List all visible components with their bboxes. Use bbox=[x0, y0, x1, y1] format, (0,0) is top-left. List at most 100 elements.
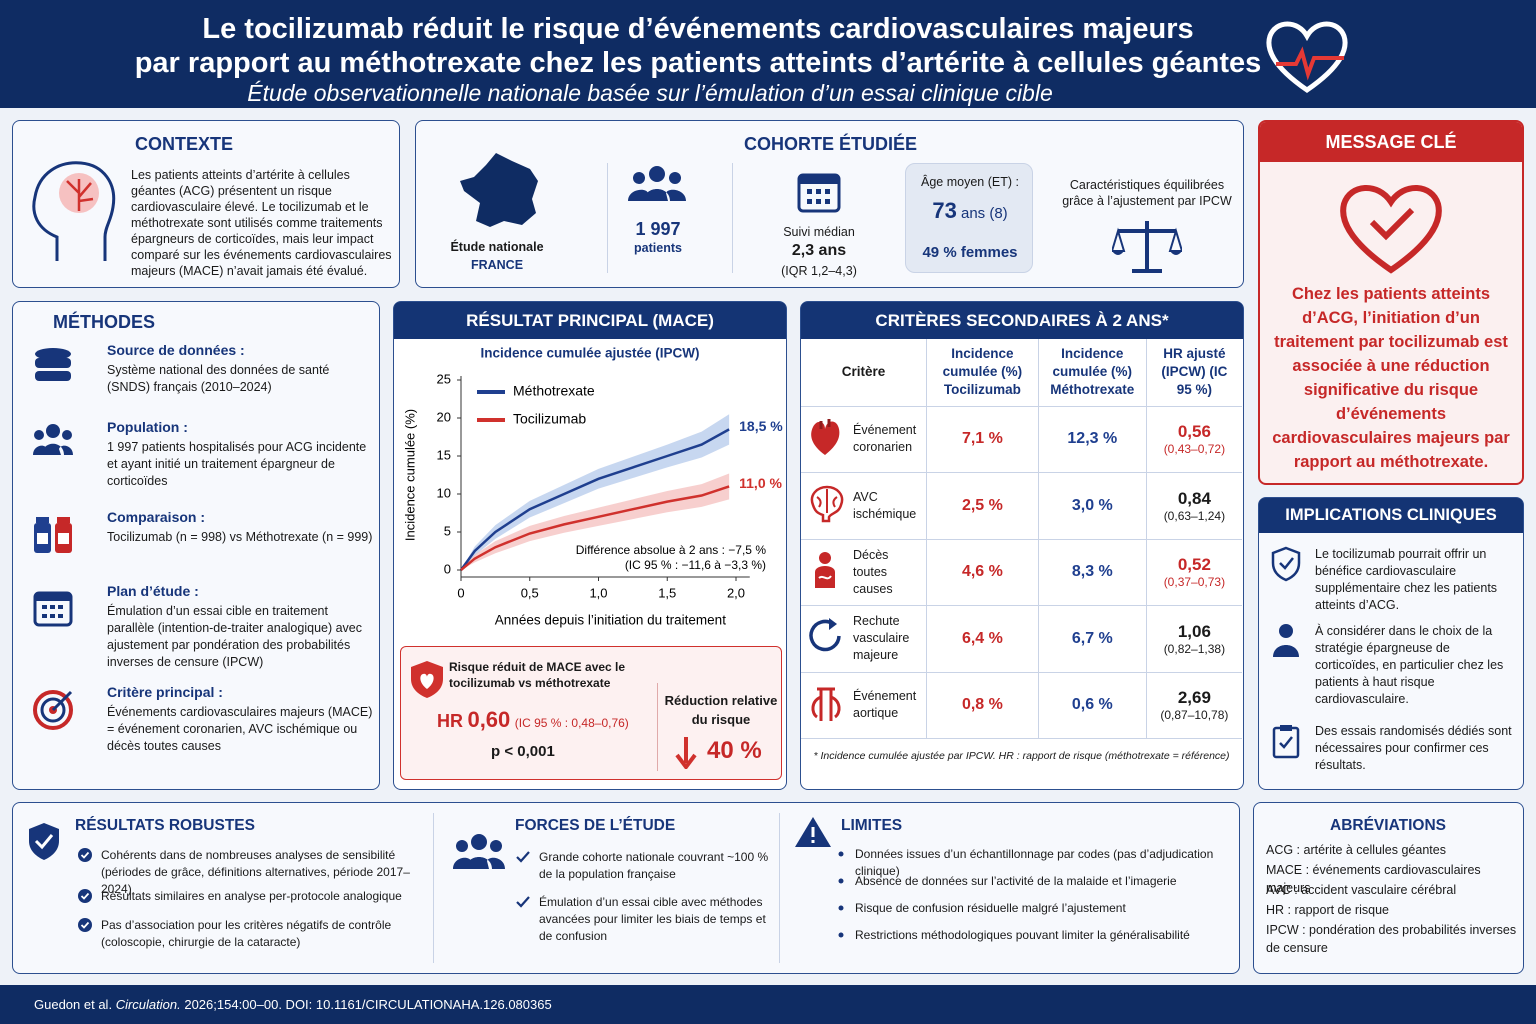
table-row: Décès toutes causes 4,6 % 8,3 % 0,52 (0,37–0… bbox=[801, 539, 1242, 606]
panel-title: IMPLICATIONS CLINIQUES bbox=[1259, 498, 1523, 533]
age-label: Âge moyen (ET) : bbox=[921, 175, 1019, 189]
abbreviation: IPCW : pondération des probabilités inve… bbox=[1266, 923, 1517, 955]
age-box: Âge moyen (ET) : 73 ans (8) 49 % femmes bbox=[905, 163, 1033, 273]
method-label: Plan d’étude : bbox=[107, 583, 199, 599]
criterion-cell: AVC ischémique bbox=[801, 472, 927, 540]
criterion-name: AVC ischémique bbox=[853, 489, 917, 521]
criterion: Événement coronarien bbox=[807, 417, 925, 462]
criterion-name: Événement coronarien bbox=[853, 423, 917, 455]
age-line: 73 ans (8) bbox=[906, 198, 1034, 224]
followup-value: 2,3 ans bbox=[791, 242, 847, 259]
method-icon bbox=[33, 513, 77, 562]
calendar-icon bbox=[797, 173, 841, 213]
hr-box: Risque réduit de MACE avec le tocilizuma… bbox=[400, 646, 782, 780]
panel-title: CRITÈRES SECONDAIRES À 2 ANS* bbox=[801, 302, 1243, 339]
hr-cell: 1,06 (0,82–1,38) bbox=[1146, 605, 1242, 673]
annotation: Différence absolue à 2 ans : −7,5 % bbox=[576, 543, 767, 557]
bullet bbox=[831, 900, 847, 916]
criterion-cell: Rechute vasculaire majeure bbox=[801, 605, 927, 673]
list-item: Données issues d’un échantillonnage par … bbox=[855, 847, 1214, 878]
balance-text: Caractéristiques équilibrées grâce à l’a… bbox=[1062, 178, 1232, 208]
rrr-value: 40 % bbox=[707, 737, 762, 764]
icon bbox=[35, 348, 71, 381]
abbreviation: ACG : artérite à cellules géantes bbox=[1266, 843, 1446, 857]
check-bullet bbox=[78, 889, 92, 903]
icon bbox=[34, 517, 72, 553]
p-value: p < 0,001 bbox=[491, 743, 555, 760]
mtx-value: 3,0 % bbox=[1038, 472, 1147, 540]
check-bullet bbox=[516, 851, 530, 863]
methods-panel: MÉTHODES Source de données : Système nati… bbox=[12, 301, 380, 790]
y-tick-label: 0 bbox=[444, 561, 451, 576]
method-text: Émulation d’un essai cible en traitement… bbox=[107, 604, 363, 669]
women: 49 % femmes bbox=[922, 244, 1018, 261]
criterion-cell: Décès toutes causes bbox=[801, 539, 927, 606]
column-header: HR ajusté (IPCW) (IC 95 %) bbox=[1146, 339, 1242, 407]
bullet bbox=[77, 847, 93, 863]
followup-iqr: (IQR 1,2–4,3) bbox=[781, 264, 857, 278]
dot-bullet bbox=[838, 905, 844, 911]
criterion: Rechute vasculaire majeure bbox=[807, 613, 925, 664]
y-axis-label: Incidence cumulée (%) bbox=[402, 409, 417, 541]
chart: Incidence cumulée ajustée (IPCW) 0 5 10 15 2… bbox=[402, 346, 783, 628]
panel-title: MÉTHODES bbox=[53, 312, 156, 332]
bullet bbox=[515, 894, 531, 910]
y-tick-label: 25 bbox=[437, 371, 451, 386]
implications-panel: IMPLICATIONS CLINIQUES Le tocilizumab po… bbox=[1258, 497, 1524, 790]
hr-cell: 0,84 (0,63–1,24) bbox=[1146, 472, 1242, 540]
x-tick-label: 2,0 bbox=[727, 585, 745, 600]
hr-label: HR bbox=[437, 711, 463, 731]
method-icon bbox=[33, 688, 77, 737]
method-label: Population : bbox=[107, 419, 188, 435]
list-item: Restrictions méthodologiques pouvant lim… bbox=[855, 928, 1190, 942]
scale-icon bbox=[1112, 221, 1182, 273]
section-title: FORCES DE L’ÉTUDE bbox=[515, 817, 676, 834]
key-message-text: Chez les patients atteints d’ACG, l’init… bbox=[1272, 285, 1510, 471]
footnote: * Incidence cumulée ajustée par IPCW. HR… bbox=[813, 750, 1230, 762]
reference: 2026;154:00–00. DOI: 10.1161/CIRCULATION… bbox=[184, 997, 552, 1012]
criterion-icon bbox=[807, 683, 845, 728]
icon bbox=[811, 687, 841, 721]
method-text: Événements cardiovasculaires majeurs (MA… bbox=[107, 705, 373, 753]
study-label: Étude nationale bbox=[450, 240, 544, 254]
implication-icon bbox=[1271, 623, 1303, 664]
icon bbox=[815, 551, 835, 588]
legend-label: Méthotrexate bbox=[513, 383, 595, 399]
panel-title: RÉSULTAT PRINCIPAL (MACE) bbox=[394, 302, 786, 339]
followup-label: Suivi médian bbox=[783, 225, 855, 239]
hr-value: 1,06 bbox=[1177, 621, 1211, 641]
head-icon bbox=[32, 161, 116, 261]
toci-value: 0,8 % bbox=[926, 672, 1039, 739]
section-title: ABRÉVIATIONS bbox=[1330, 817, 1446, 834]
table-row: AVC ischémique 2,5 % 3,0 % 0,84 (0,63–1,24) bbox=[801, 472, 1242, 540]
header: Le tocilizumab réduit le risque d’événem… bbox=[0, 0, 1536, 108]
context-text: Les patients atteints d’artérite à cellu… bbox=[131, 168, 392, 278]
secondary-panel: CRITÈRES SECONDAIRES À 2 ANS* Critère Inc… bbox=[800, 301, 1244, 790]
implication-text: Le tocilizumab pourrait offrir un bénéfi… bbox=[1315, 547, 1498, 612]
key-message-panel: MESSAGE CLÉ Chez les patients atteints d… bbox=[1258, 120, 1524, 485]
divider bbox=[779, 813, 780, 963]
heart-icon bbox=[1266, 21, 1348, 94]
dot-bullet bbox=[838, 878, 844, 884]
journal: Circulation. bbox=[115, 997, 181, 1012]
people-icon bbox=[453, 834, 505, 869]
section-title: LIMITES bbox=[841, 817, 903, 834]
list-item: Absence de données sur l’activité de la … bbox=[855, 874, 1177, 888]
criterion: AVC ischémique bbox=[807, 483, 925, 528]
heart-check-icon bbox=[1340, 185, 1442, 274]
panel-title: MESSAGE CLÉ bbox=[1260, 122, 1522, 162]
bullet bbox=[77, 888, 93, 904]
criterion-name: Événement aortique bbox=[853, 689, 917, 721]
france-map bbox=[460, 153, 538, 227]
criterion-icon bbox=[807, 616, 845, 661]
method-text: 1 997 patients hospitalisés pour ACG inc… bbox=[107, 440, 367, 488]
method-icon bbox=[33, 346, 77, 395]
hr-ci: (0,63–1,24) bbox=[1163, 508, 1226, 523]
bullet bbox=[831, 927, 847, 943]
hr-cell: 0,52 (0,37–0,73) bbox=[1146, 539, 1242, 606]
method-text: Tocilizumab (n = 998) vs Méthotrexate (n… bbox=[107, 530, 373, 544]
chart-title: Incidence cumulée ajustée (IPCW) bbox=[480, 346, 699, 361]
bullet bbox=[831, 873, 847, 889]
icon bbox=[33, 591, 73, 627]
